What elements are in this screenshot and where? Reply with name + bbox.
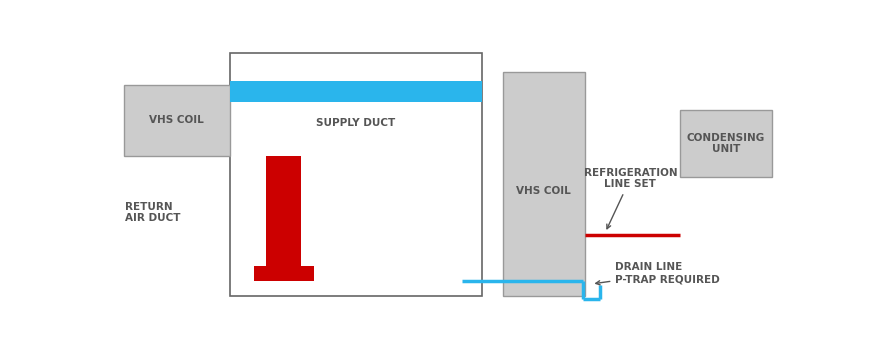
Text: DRAIN LINE
P-TRAP REQUIRED: DRAIN LINE P-TRAP REQUIRED xyxy=(596,263,720,285)
Bar xyxy=(266,155,301,266)
Bar xyxy=(123,85,230,155)
Bar xyxy=(254,266,314,281)
Text: RETURN
AIR DUCT: RETURN AIR DUCT xyxy=(125,201,181,223)
Text: VHS COIL: VHS COIL xyxy=(516,186,571,196)
Text: SUPPLY DUCT: SUPPLY DUCT xyxy=(316,118,396,128)
Bar xyxy=(680,110,773,177)
Text: VHS COIL: VHS COIL xyxy=(149,115,204,126)
Bar xyxy=(503,72,585,296)
Text: REFRIGERATION
LINE SET: REFRIGERATION LINE SET xyxy=(583,168,677,229)
Bar xyxy=(230,81,482,101)
Bar xyxy=(230,53,482,296)
Text: CONDENSING
UNIT: CONDENSING UNIT xyxy=(687,133,765,154)
